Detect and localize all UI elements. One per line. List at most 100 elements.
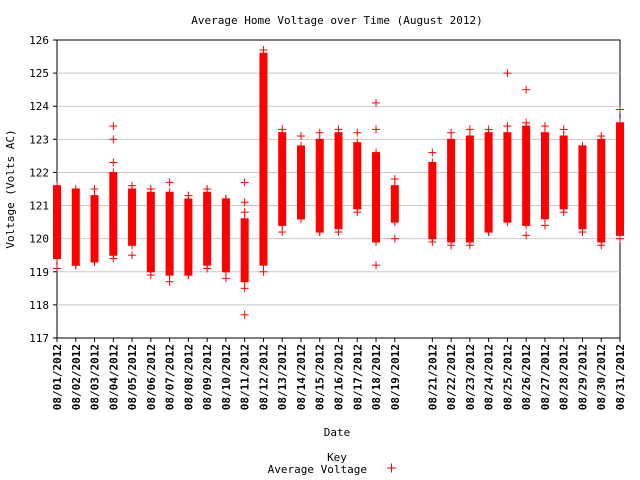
x-tick-label: 08/27/2012	[539, 344, 552, 410]
plus-marker	[203, 264, 212, 273]
plus-marker	[447, 128, 456, 137]
plus-marker	[90, 257, 99, 266]
chart-title: Average Home Voltage over Time (August 2…	[191, 14, 482, 27]
plus-marker	[296, 214, 305, 223]
plus-marker	[53, 185, 61, 193]
plus-marker	[221, 274, 230, 283]
plus-marker	[109, 122, 118, 131]
plus-marker	[184, 271, 193, 280]
plus-marker	[540, 122, 549, 131]
x-tick-label: 08/25/2012	[501, 344, 514, 410]
reading-cluster-bar	[240, 218, 249, 282]
y-tick-label: 117	[29, 332, 49, 345]
x-tick-label: 08/09/2012	[201, 344, 214, 410]
x-tick-label: 08/24/2012	[483, 344, 496, 410]
plus-marker	[184, 191, 193, 200]
plus-marker	[109, 158, 118, 167]
x-tick-label: 08/08/2012	[182, 344, 195, 410]
legend-series-label: Average Voltage	[268, 463, 367, 476]
plus-marker	[128, 241, 137, 250]
y-tick-label: 121	[29, 200, 49, 213]
x-tick-label: 08/13/2012	[276, 344, 289, 410]
plus-marker	[616, 118, 624, 127]
reading-cluster-bar	[221, 198, 230, 272]
plus-marker	[447, 241, 456, 250]
plus-marker	[540, 221, 549, 230]
y-tick-label: 124	[29, 100, 49, 113]
x-axis-label: Date	[324, 426, 351, 439]
reading-cluster-bar	[503, 132, 512, 223]
y-tick-label: 125	[29, 67, 49, 80]
x-tick-label: 08/21/2012	[426, 344, 439, 410]
plus-marker	[259, 267, 268, 276]
plus-marker	[465, 125, 474, 134]
plus-marker	[315, 128, 324, 137]
plus-marker	[428, 237, 437, 246]
plus-marker	[559, 208, 568, 217]
plus-marker	[109, 168, 118, 177]
plus-marker	[372, 261, 381, 270]
plus-marker	[616, 234, 624, 243]
plus-marker	[522, 85, 531, 94]
plus-marker	[597, 132, 606, 141]
reading-cluster-bar	[428, 162, 437, 239]
x-tick-label: 08/12/2012	[257, 344, 270, 410]
reading-cluster-bar	[353, 142, 362, 209]
plus-marker	[128, 181, 137, 190]
reading-cluster-bar	[90, 195, 99, 262]
plus-marker	[240, 310, 249, 319]
plus-marker	[71, 261, 80, 270]
x-tick-label: 08/06/2012	[145, 344, 158, 410]
plus-marker	[128, 251, 137, 260]
reading-cluster-bar	[372, 152, 381, 242]
plus-marker	[559, 125, 568, 134]
plus-marker	[597, 241, 606, 250]
y-axis-ticks: 117 118 119 120 121 122 123 124 125 126	[29, 34, 57, 345]
plus-marker	[522, 221, 531, 230]
x-tick-label: 08/17/2012	[351, 344, 364, 410]
plus-marker	[165, 188, 174, 197]
legend-plus-icon	[387, 463, 396, 473]
plus-marker	[221, 194, 230, 203]
legend-title: Key	[327, 451, 347, 464]
reading-cluster-bar	[184, 198, 193, 276]
reading-cluster-bar	[128, 189, 137, 246]
y-axis-label: Voltage (Volts AC)	[4, 129, 17, 248]
plus-marker	[278, 125, 287, 134]
series-marks	[53, 45, 624, 319]
x-axis-ticks: 08/01/2012 08/02/2012 08/03/2012 08/04/2012…	[51, 338, 627, 410]
reading-cluster-bar	[165, 192, 174, 276]
plus-marker	[578, 141, 587, 150]
plus-marker	[278, 228, 287, 237]
plus-marker	[390, 234, 399, 243]
reading-cluster-bar	[53, 185, 61, 259]
x-tick-label: 08/04/2012	[107, 344, 120, 410]
x-tick-label: 08/30/2012	[595, 344, 608, 410]
plus-marker	[53, 254, 61, 263]
plus-marker	[240, 284, 249, 293]
plus-marker	[146, 185, 155, 193]
x-tick-label: 08/19/2012	[389, 344, 402, 410]
y-tick-label: 123	[29, 133, 49, 146]
reading-cluster-bar	[203, 192, 212, 266]
plus-marker	[165, 178, 174, 187]
x-tick-label: 08/15/2012	[314, 344, 327, 410]
plus-marker	[296, 132, 305, 141]
reading-cluster-bar	[578, 145, 587, 229]
x-tick-label: 08/05/2012	[126, 344, 139, 410]
plus-marker	[428, 158, 437, 167]
x-tick-label: 08/26/2012	[520, 344, 533, 410]
x-tick-label: 08/01/2012	[51, 344, 64, 410]
x-tick-label: 08/28/2012	[558, 344, 571, 410]
reading-cluster-bar	[616, 122, 624, 236]
plus-marker	[578, 228, 587, 237]
x-tick-label: 08/03/2012	[89, 344, 102, 410]
plus-marker	[372, 148, 381, 157]
plus-marker	[203, 185, 212, 193]
plus-marker	[334, 125, 343, 134]
reading-cluster-bar	[540, 132, 549, 219]
x-tick-label: 08/16/2012	[333, 344, 346, 410]
plus-marker	[240, 208, 249, 217]
plus-marker	[109, 135, 118, 144]
